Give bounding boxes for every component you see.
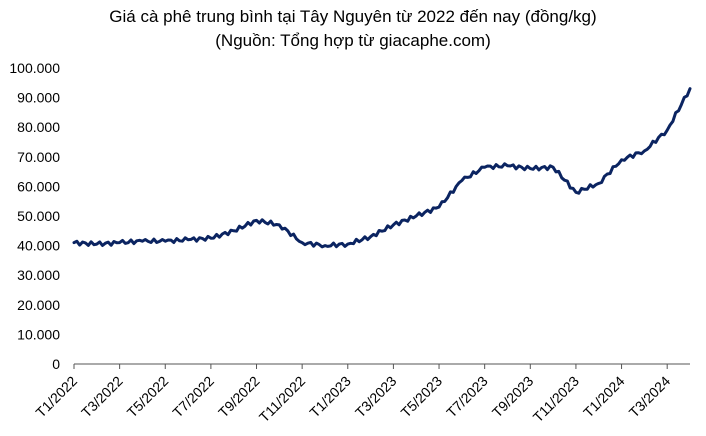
- x-tick-label: T11/2023: [530, 373, 583, 426]
- x-tick-label: T1/2023: [306, 373, 354, 421]
- chart-title: Giá cà phê trung bình tại Tây Nguyên từ …: [109, 7, 596, 26]
- y-axis: 0 10.000 20.000 30.000 40.000 50.000 60.000 70.…: [9, 60, 60, 372]
- y-tick-label: 30.000: [17, 267, 60, 283]
- x-tick-label: T1/2022: [32, 373, 80, 421]
- plot-area: [72, 87, 692, 249]
- y-tick-label: 50.000: [17, 208, 60, 224]
- y-tick-label: 70.000: [17, 149, 60, 165]
- y-tick-label: 20.000: [17, 297, 60, 313]
- y-tick-label: 60.000: [17, 178, 60, 194]
- x-axis: T1/2022T3/2022T5/2022T7/2022T9/2022T11/2…: [32, 363, 690, 426]
- y-tick-label: 100.000: [9, 60, 60, 76]
- x-tick-label: T7/2022: [169, 373, 217, 421]
- y-tick-label: 0: [52, 356, 60, 372]
- y-tick-label: 90.000: [17, 90, 60, 106]
- x-tick-label: T3/2022: [78, 373, 126, 421]
- x-tick-label: T3/2023: [352, 373, 400, 421]
- chart-subtitle: (Nguồn: Tổng hợp từ giacaphe.com): [215, 31, 490, 50]
- x-tick-label: T3/2024: [626, 373, 674, 421]
- y-tick-label: 40.000: [17, 238, 60, 254]
- x-tick-label: T11/2022: [256, 373, 309, 426]
- series-line: [72, 87, 692, 249]
- y-tick-label: 80.000: [17, 119, 60, 135]
- x-tick-label: T5/2022: [124, 373, 172, 421]
- x-tick-label: T1/2024: [580, 373, 628, 421]
- x-tick-label: T5/2023: [398, 373, 446, 421]
- x-tick-label: T7/2023: [443, 373, 491, 421]
- y-tick-label: 10.000: [17, 326, 60, 342]
